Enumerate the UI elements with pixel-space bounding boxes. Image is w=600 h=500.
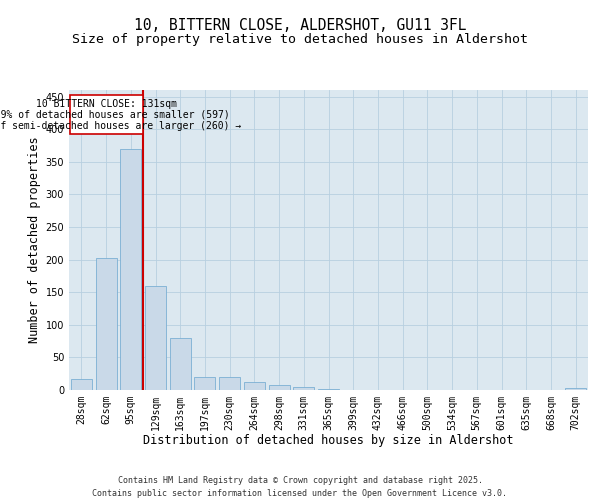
Text: Contains HM Land Registry data © Crown copyright and database right 2025.
Contai: Contains HM Land Registry data © Crown c… xyxy=(92,476,508,498)
Bar xyxy=(120,148,141,390)
Bar xyxy=(293,388,314,390)
Y-axis label: Number of detached properties: Number of detached properties xyxy=(28,136,41,344)
Bar xyxy=(95,258,116,390)
Bar xyxy=(170,338,191,390)
Text: 30% of semi-detached houses are larger (260) →: 30% of semi-detached houses are larger (… xyxy=(0,120,242,130)
Bar xyxy=(565,388,586,390)
Bar xyxy=(269,386,290,390)
Bar xyxy=(145,286,166,390)
X-axis label: Distribution of detached houses by size in Aldershot: Distribution of detached houses by size … xyxy=(143,434,514,448)
Bar xyxy=(244,382,265,390)
Text: 10, BITTERN CLOSE, ALDERSHOT, GU11 3FL: 10, BITTERN CLOSE, ALDERSHOT, GU11 3FL xyxy=(134,18,466,32)
Text: Size of property relative to detached houses in Aldershot: Size of property relative to detached ho… xyxy=(72,32,528,46)
Bar xyxy=(219,377,240,390)
Bar xyxy=(70,95,143,134)
Bar xyxy=(71,379,92,390)
Bar xyxy=(194,377,215,390)
Text: ← 69% of detached houses are smaller (597): ← 69% of detached houses are smaller (59… xyxy=(0,110,230,120)
Text: 10 BITTERN CLOSE: 131sqm: 10 BITTERN CLOSE: 131sqm xyxy=(36,99,177,109)
